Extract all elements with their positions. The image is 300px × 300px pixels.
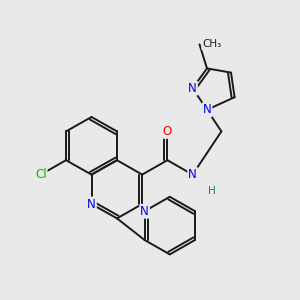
Text: O: O [163,125,172,138]
Text: N: N [202,103,211,116]
Text: H: H [208,185,215,196]
Text: CH₃: CH₃ [202,39,221,50]
Text: N: N [87,197,96,211]
Text: N: N [140,205,149,218]
Text: N: N [188,82,197,95]
Text: Cl: Cl [35,168,46,181]
Text: N: N [188,168,197,181]
